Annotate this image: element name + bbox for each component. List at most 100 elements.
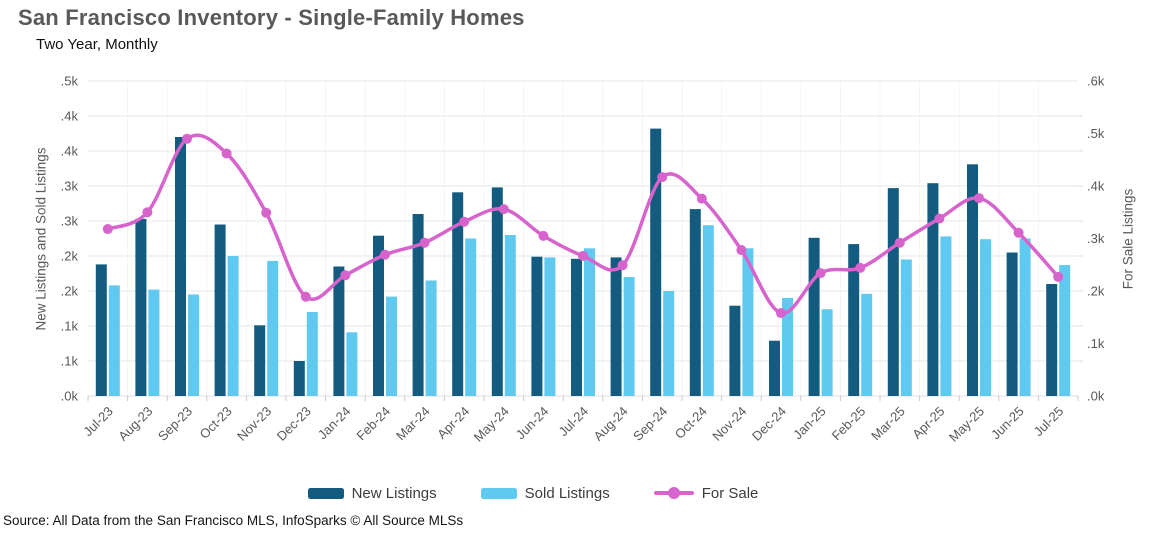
bar-sold-listings-Oct-23[interactable] [227,256,239,396]
x-axis-label: Jun-25 [988,404,1027,443]
bar-new-listings-Feb-24[interactable] [373,235,384,396]
x-axis-label: Oct-24 [672,404,710,442]
bar-sold-listings-May-24[interactable] [504,235,516,396]
right-axis-tick-label: .6k [1087,74,1105,89]
right-axis-tick-label: .3k [1087,231,1105,246]
bar-sold-listings-Aug-23[interactable] [148,289,160,396]
source-note: Source: All Data from the San Francisco … [3,513,464,528]
bar-new-listings-Aug-24[interactable] [610,257,622,396]
for-sale-line [106,133,1060,315]
bar-sold-listings-Mar-25[interactable] [900,259,912,397]
chart-title: San Francisco Inventory - Single-Family … [18,5,525,30]
chart-subtitle: Two Year, Monthly [36,36,158,53]
x-axis-label: Dec-24 [749,404,789,444]
bar-new-listings-Nov-23[interactable] [254,325,266,396]
bar-sold-listings-Aug-24[interactable] [623,277,635,396]
bar-sold-listings-Jan-25[interactable] [821,309,833,396]
bar-sold-listings-Feb-24[interactable] [386,296,397,396]
bar-new-listings-May-25[interactable] [967,164,978,396]
point-for-sale-Jun-25[interactable] [1013,227,1024,238]
point-for-sale-Nov-23[interactable] [261,207,272,218]
bar-sold-listings-Sep-23[interactable] [188,294,199,397]
bar-sold-listings-Jun-24[interactable] [544,257,556,396]
bar-sold-listings-Jul-23[interactable] [108,285,120,396]
point-for-sale-Nov-24[interactable] [736,245,747,256]
point-for-sale-May-24[interactable] [498,204,509,215]
bar-new-listings-Feb-25[interactable] [848,244,860,396]
bar-new-listings-Oct-24[interactable] [689,209,701,396]
bar-sold-listings-Nov-24[interactable] [742,248,754,396]
point-for-sale-Sep-23[interactable] [182,133,192,144]
point-for-sale-Mar-24[interactable] [419,237,430,248]
left-axis-tick-label: .2k [61,249,79,264]
bar-new-listings-Mar-24[interactable] [412,214,424,396]
point-for-sale-Apr-25[interactable] [934,213,945,224]
point-for-sale-Sep-24[interactable] [657,172,668,183]
point-for-sale-Oct-24[interactable] [696,193,707,204]
point-for-sale-Feb-24[interactable] [380,249,390,260]
legend-item-new-listings[interactable]: New Listings [307,485,437,502]
x-axis-label: Apr-24 [434,404,472,442]
point-for-sale-Aug-23[interactable] [142,207,153,218]
x-axis-label: Jan-25 [790,404,829,443]
bar-sold-listings-Jan-24[interactable] [346,332,358,396]
bar-sold-listings-Jul-24[interactable] [584,248,595,396]
point-for-sale-Dec-24[interactable] [776,308,786,319]
legend: New Listings Sold Listings For Sale [0,484,1111,502]
legend-item-sold-listings[interactable]: Sold Listings [480,485,610,502]
bar-new-listings-Oct-23[interactable] [214,224,226,397]
point-for-sale-Apr-24[interactable] [459,216,470,227]
point-for-sale-Jan-24[interactable] [340,270,351,281]
bar-sold-listings-Jul-25[interactable] [1059,265,1071,396]
bar-sold-listings-Apr-25[interactable] [940,236,952,396]
point-for-sale-Jul-24[interactable] [578,250,588,261]
bar-new-listings-Apr-24[interactable] [452,192,464,396]
x-axis-label: Oct-23 [197,404,235,442]
bar-new-listings-Mar-25[interactable] [887,188,899,396]
bar-new-listings-Dec-24[interactable] [769,340,780,396]
point-for-sale-Feb-25[interactable] [855,262,866,273]
bar-sold-listings-May-25[interactable] [980,239,991,396]
left-axis-tick-label: .4k [61,144,79,159]
bar-sold-listings-Sep-24[interactable] [663,291,675,396]
left-axis-tick-label: .3k [61,214,79,229]
point-for-sale-Dec-23[interactable] [300,291,311,302]
bar-new-listings-Aug-23[interactable] [135,218,147,396]
bar-new-listings-Dec-23[interactable] [293,361,305,396]
bar-sold-listings-Feb-25[interactable] [861,293,873,396]
bar-new-listings-Jun-25[interactable] [1006,252,1018,397]
point-for-sale-May-25[interactable] [974,193,984,204]
point-for-sale-Jan-25[interactable] [815,268,826,279]
point-for-sale-Jul-25[interactable] [1053,271,1064,282]
bar-new-listings-Sep-23[interactable] [175,137,186,396]
point-for-sale-Jun-24[interactable] [538,230,549,241]
bar-new-listings-Jan-24[interactable] [333,266,345,397]
bar-sold-listings-Mar-24[interactable] [425,280,437,397]
legend-item-for-sale[interactable]: For Sale [653,485,758,502]
bar-sold-listings-Dec-23[interactable] [306,312,318,396]
bar-new-listings-Sep-24[interactable] [650,128,662,396]
bar-new-listings-Nov-24[interactable] [729,305,741,396]
point-for-sale-Oct-23[interactable] [221,148,232,159]
bar-new-listings-Jul-25[interactable] [1046,284,1058,396]
left-axis-tick-label: .3k [61,179,79,194]
point-for-sale-Jul-23[interactable] [102,224,113,235]
bar-sold-listings-Dec-24[interactable] [782,298,793,396]
x-axis-label: Jul-23 [80,404,116,440]
point-for-sale-Mar-25[interactable] [894,237,905,248]
point-for-sale-Aug-24[interactable] [617,260,628,271]
bar-sold-listings-Nov-23[interactable] [267,260,279,396]
right-axis-tick-label: .5k [1087,126,1105,141]
bar-new-listings-Jan-25[interactable] [808,237,820,396]
bar-sold-listings-Apr-24[interactable] [465,238,477,397]
left-axis-tick-label: .1k [61,319,79,334]
bar-new-listings-Jun-24[interactable] [531,256,543,396]
bar-new-listings-Jul-23[interactable] [95,264,107,396]
bar-sold-listings-Jun-25[interactable] [1019,238,1031,397]
bar-new-listings-Apr-25[interactable] [927,183,939,396]
bar-new-listings-May-24[interactable] [491,187,503,396]
bar-sold-listings-Oct-24[interactable] [702,225,714,396]
for-sale-line-swatch [653,487,694,499]
bar-new-listings-Jul-24[interactable] [571,258,582,396]
